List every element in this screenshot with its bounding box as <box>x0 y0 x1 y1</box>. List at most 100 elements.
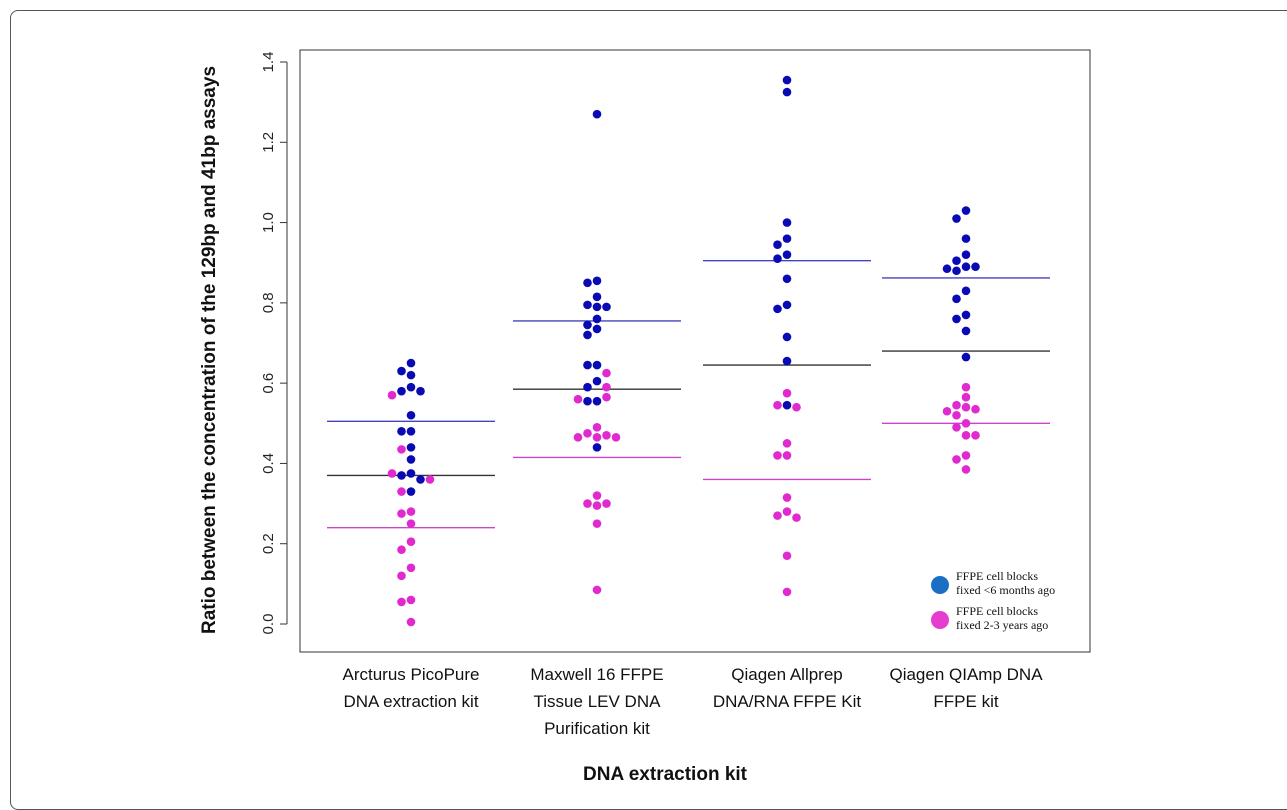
data-point <box>583 396 592 406</box>
data-point <box>792 402 801 412</box>
data-point <box>782 332 792 342</box>
data-point <box>961 451 971 460</box>
data-point <box>592 519 602 528</box>
data-point <box>782 587 792 597</box>
data-point <box>952 266 961 276</box>
data-point <box>425 475 435 484</box>
data-point <box>782 400 792 410</box>
data-point <box>397 509 406 518</box>
y-tick-label: 0.0 <box>260 614 277 635</box>
data-point <box>602 392 611 402</box>
data-point <box>583 429 592 438</box>
data-point <box>961 310 971 320</box>
data-point <box>961 234 971 243</box>
data-point <box>592 585 602 595</box>
data-point <box>782 250 792 259</box>
data-point <box>602 382 611 392</box>
data-point <box>782 274 792 284</box>
data-point <box>397 445 406 454</box>
data-point <box>961 418 971 428</box>
data-point <box>961 286 971 296</box>
data-point <box>971 404 980 414</box>
y-tick-label: 0.6 <box>260 373 277 394</box>
data-point <box>397 386 406 396</box>
data-point <box>961 352 971 362</box>
data-point <box>592 314 602 324</box>
legend-label: FFPE cell blocks <box>956 604 1038 618</box>
data-point <box>782 439 792 448</box>
data-point <box>773 400 782 410</box>
x-axis-title: DNA extraction kit <box>583 764 748 785</box>
data-point <box>952 214 961 223</box>
y-tick-label: 1.2 <box>260 132 277 153</box>
data-point <box>406 487 416 496</box>
data-point <box>406 595 416 605</box>
data-point <box>782 388 792 398</box>
data-point <box>592 423 602 432</box>
data-point <box>416 386 425 396</box>
data-point <box>573 394 583 404</box>
data-point <box>961 392 971 402</box>
category-label: FFPE kit <box>933 692 998 711</box>
data-point <box>782 75 792 85</box>
data-point <box>792 513 801 522</box>
data-point <box>602 499 611 508</box>
data-point <box>406 563 416 573</box>
data-point <box>961 402 971 412</box>
data-point <box>583 330 592 340</box>
data-point <box>406 410 416 420</box>
data-point <box>406 370 416 380</box>
data-point <box>782 87 792 97</box>
data-point <box>387 390 397 400</box>
data-point <box>952 314 961 324</box>
data-point <box>583 300 592 310</box>
data-point <box>773 451 782 460</box>
data-point <box>406 358 416 368</box>
category-label: Qiagen QIAmp DNA <box>889 665 1043 684</box>
data-point <box>602 368 611 378</box>
data-point <box>961 431 971 440</box>
data-point <box>397 597 406 607</box>
data-point <box>406 455 416 464</box>
data-point <box>942 264 952 274</box>
data-point <box>573 433 583 442</box>
category-label: DNA extraction kit <box>343 692 478 711</box>
y-tick-label: 0.8 <box>260 292 277 313</box>
data-point <box>782 507 792 516</box>
data-point <box>583 499 592 508</box>
data-point <box>961 250 971 259</box>
data-point <box>583 360 592 370</box>
data-point <box>397 471 406 480</box>
data-point <box>942 406 952 416</box>
data-point <box>406 443 416 452</box>
data-point <box>971 431 980 440</box>
data-point <box>773 240 782 249</box>
data-point <box>602 431 611 440</box>
data-point <box>971 262 980 272</box>
data-point <box>583 320 592 330</box>
data-point <box>952 294 961 304</box>
data-point <box>952 256 961 266</box>
data-point <box>952 423 961 432</box>
data-point <box>406 382 416 392</box>
plot-area <box>299 49 1091 653</box>
data-point <box>952 410 961 420</box>
data-point <box>592 360 602 370</box>
data-point <box>592 276 602 286</box>
data-point <box>782 300 792 310</box>
data-point <box>961 465 971 474</box>
data-point <box>397 487 406 496</box>
data-point <box>387 469 397 478</box>
category-label: Qiagen Allprep <box>731 665 843 684</box>
data-point <box>602 302 611 312</box>
y-tick-label: 0.4 <box>260 453 277 474</box>
y-axis-title: Ratio between the concentration of the 1… <box>199 66 220 634</box>
category-label: DNA/RNA FFPE Kit <box>713 692 862 711</box>
data-point <box>961 262 971 272</box>
data-point <box>406 519 416 528</box>
data-point <box>406 537 416 547</box>
category-label: Purification kit <box>544 719 650 738</box>
data-point <box>397 366 406 376</box>
y-tick-label: 0.2 <box>260 533 277 554</box>
data-point <box>592 376 602 386</box>
